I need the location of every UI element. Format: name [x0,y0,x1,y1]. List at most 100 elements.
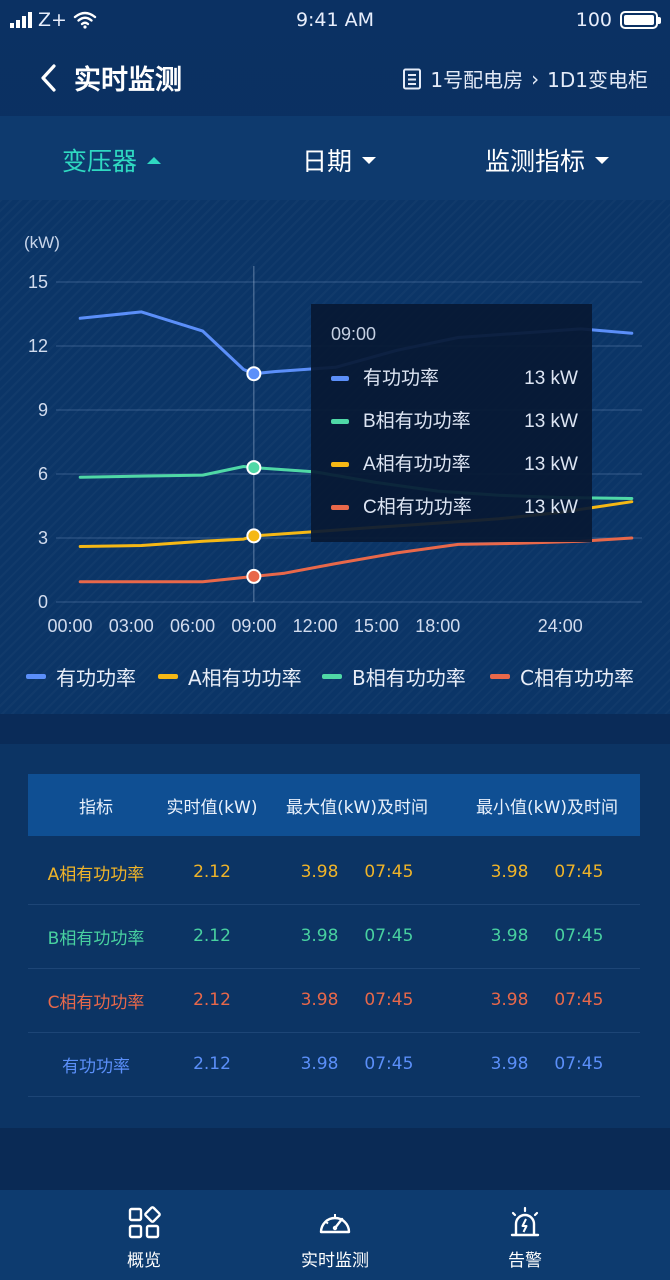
legend-label: 有功功率 [56,666,136,690]
legend-item-active-power[interactable]: 有功功率 [26,662,136,691]
row-metric-name: A相有功功率 [47,864,145,885]
row-realtime-value: 2.12 [193,1054,231,1074]
tab-alarm-label: 告警 [508,1251,542,1271]
legend-swatch [490,674,510,679]
page-title: 实时监测 [74,65,182,96]
y-tick-label: 12 [28,336,48,356]
caret-down-icon [595,156,610,164]
tooltip-swatch [331,376,349,381]
row-max: 3.98 07:45 [260,862,454,882]
status-bar: Z+ 9:41 AM 100 [0,0,670,42]
min-value: 3.98 [490,1054,529,1074]
stats-table: 指标 实时值(kW) 最大值(kW)及时间 最小值(kW)及时间 A相有功功率 … [0,744,670,1128]
max-time: 07:45 [364,926,414,946]
header-max: 最大值(kW)及时间 [286,797,428,818]
tab-realtime-label: 实时监测 [301,1251,369,1271]
y-tick-label: 6 [38,464,48,484]
legend-label: A相有功功率 [188,666,302,690]
tab-realtime[interactable]: 实时监测 [265,1206,405,1271]
tab-overview[interactable]: 概览 [74,1206,214,1271]
row-min: 3.98 07:45 [454,990,640,1010]
tooltip-series-value: 13 kW [524,454,578,475]
y-axis-label: (kW) [24,233,60,252]
tooltip-box [311,304,592,542]
filter-date[interactable]: 日期 [302,142,377,178]
tooltip-series-value: 13 kW [524,497,578,518]
min-time: 07:45 [554,862,604,882]
row-realtime-value: 2.12 [193,862,231,882]
legend-swatch [322,674,342,679]
status-left: Z+ [10,9,97,31]
chart-legend: 有功功率 A相有功功率 B相有功功率 C相有功功率 [0,662,670,692]
filter-date-label: 日期 [302,147,353,176]
min-value: 3.98 [490,926,529,946]
row-max: 3.98 07:45 [260,1054,454,1074]
table-row: 有功功率 2.12 3.98 07:45 3.98 07:45 [28,1032,640,1097]
building-icon [403,68,422,89]
bottom-spacer [0,1128,670,1190]
chart-panel: (kW) 0 3 6 9 12 15 00:00 03:00 06:00 09:00 12:00 15:… [0,200,670,714]
row-metric-name: B相有功功率 [47,928,145,949]
row-realtime-value: 2.12 [193,990,231,1010]
caret-down-icon [362,156,377,164]
legend-item-phase-a[interactable]: A相有功功率 [158,662,302,691]
line-chart[interactable]: (kW) 0 3 6 9 12 15 00:00 03:00 06:00 09:00 12:00 15:… [0,200,670,660]
row-max: 3.98 07:45 [260,926,454,946]
filter-metric[interactable]: 监测指标 [485,142,610,178]
min-value: 3.98 [490,990,529,1010]
series-line [78,536,634,584]
row-metric-name: 有功功率 [62,1056,130,1077]
tooltip-swatch [331,462,349,467]
tab-overview-label: 概览 [127,1251,161,1271]
min-time: 07:45 [554,926,604,946]
header-metric: 指标 [79,797,113,818]
legend-item-phase-b[interactable]: B相有功功率 [322,662,466,691]
max-time: 07:45 [364,862,414,882]
tab-bar: 概览 实时监测 告警 [0,1190,670,1280]
header-realtime: 实时值(kW) [166,797,258,818]
legend-swatch [158,674,178,679]
gauge-icon [319,1214,351,1234]
tab-alarm[interactable]: 告警 [455,1206,595,1271]
tooltip-swatch [331,419,349,424]
y-tick-label: 15 [28,272,48,292]
data-point-marker [246,366,262,382]
breadcrumb[interactable]: 1号配电房 › 1D1变电柜 [402,64,648,93]
battery-icon [620,11,661,29]
y-tick-label: 9 [38,400,48,420]
y-tick-label: 3 [38,528,48,548]
data-point-marker [246,528,262,544]
x-tick-label: 00:00 [47,616,92,636]
row-metric-name: C相有功功率 [47,992,145,1013]
table-row: C相有功功率 2.12 3.98 07:45 3.98 07:45 [28,968,640,1033]
min-time: 07:45 [554,1054,604,1074]
breadcrumb-separator: › [531,66,540,91]
tooltip-series-value: 13 kW [524,368,578,389]
table-row: B相有功功率 2.12 3.98 07:45 3.98 07:45 [28,904,640,969]
legend-item-phase-c[interactable]: C相有功功率 [490,662,634,691]
breadcrumb-cabinet: 1D1变电柜 [547,68,648,92]
tooltip-series-label: C相有功功率 [363,496,472,518]
battery-percent: 100 [575,9,612,31]
back-icon[interactable] [34,60,64,96]
header-min: 最小值(kW)及时间 [476,797,618,818]
legend-label: B相有功功率 [352,666,466,690]
carrier-label: Z+ [38,9,67,31]
min-time: 07:45 [554,990,604,1010]
caret-up-icon [147,156,162,164]
tooltip-series-label: 有功功率 [363,367,439,389]
max-value: 3.98 [300,1054,339,1074]
x-tick-label: 06:00 [170,616,215,636]
max-value: 3.98 [300,990,339,1010]
y-tick-label: 0 [38,592,48,612]
data-point-marker [246,460,262,476]
nav-header: 实时监测 1号配电房 › 1D1变电柜 [0,42,670,116]
tooltip-swatch [331,505,349,510]
row-min: 3.98 07:45 [454,1054,640,1074]
status-right: 100 [575,9,661,31]
x-tick-label: 18:00 [415,616,460,636]
filter-transformer[interactable]: 变压器 [62,142,162,178]
table-row: A相有功功率 2.12 3.98 07:45 3.98 07:45 [28,840,640,905]
x-tick-label: 24:00 [538,616,583,636]
